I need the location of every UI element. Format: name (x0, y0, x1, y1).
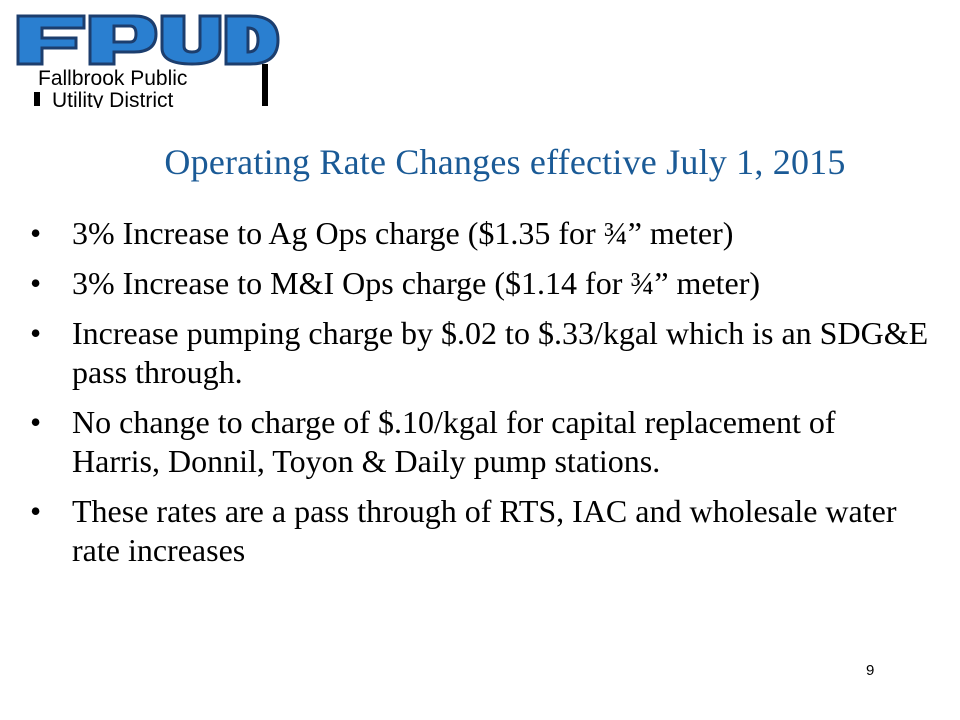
logo-line1: Fallbrook Public (38, 67, 187, 90)
fpud-logo-graphic: Fallbrook Public Utility District (16, 14, 280, 108)
bullet-item: • 3% Increase to Ag Ops charge ($1.35 fo… (30, 214, 930, 253)
bullet-item: • These rates are a pass through of RTS,… (30, 492, 930, 570)
bullet-text: Increase pumping charge by $.02 to $.33/… (72, 315, 929, 390)
bullet-item: • 3% Increase to M&I Ops charge ($1.14 f… (30, 264, 930, 303)
bullet-text: 3% Increase to Ag Ops charge ($1.35 for … (72, 215, 734, 251)
slide-number: 9 (866, 662, 875, 679)
logo-line2: Utility District (52, 89, 173, 108)
bullet-text: These rates are a pass through of RTS, I… (72, 493, 897, 568)
bullet-text: 3% Increase to M&I Ops charge ($1.14 for… (72, 265, 761, 301)
logo-bar-left (34, 92, 40, 106)
fpud-logo: Fallbrook Public Utility District (14, 8, 282, 108)
bullet-list: • 3% Increase to Ag Ops charge ($1.35 fo… (30, 214, 930, 581)
bullet-marker: • (30, 315, 42, 351)
bullet-marker: • (30, 215, 42, 251)
bullet-item: • No change to charge of $.10/kgal for c… (30, 403, 930, 481)
bullet-marker: • (30, 404, 42, 440)
bullet-text: No change to charge of $.10/kgal for cap… (72, 404, 836, 479)
logo-mark (16, 14, 280, 66)
logo-bar-right (262, 64, 268, 106)
bullet-item: • Increase pumping charge by $.02 to $.3… (30, 314, 930, 392)
bullet-marker: • (30, 493, 42, 529)
slide-title: Operating Rate Changes effective July 1,… (164, 142, 846, 182)
bullet-marker: • (30, 265, 42, 301)
